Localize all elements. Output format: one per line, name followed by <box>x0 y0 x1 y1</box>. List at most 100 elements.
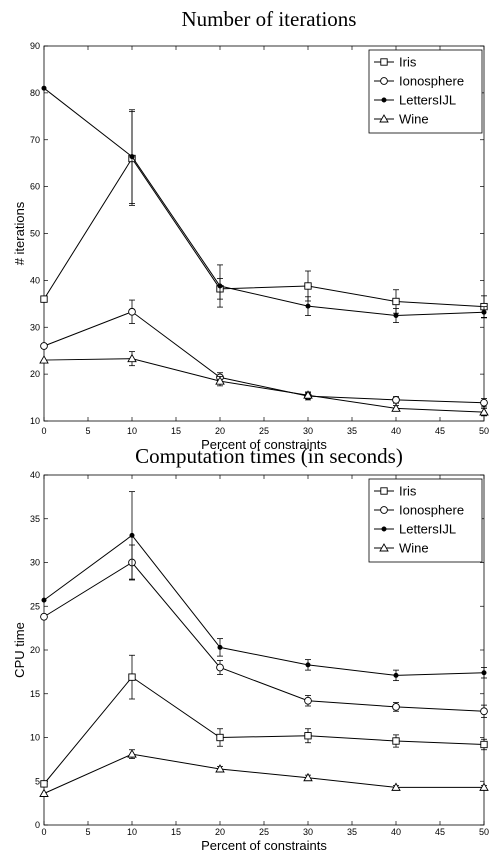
series-ionosphere <box>40 544 488 718</box>
series-lettersijl <box>41 491 487 682</box>
x-tick-label: 10 <box>127 426 137 436</box>
data-point <box>393 672 399 678</box>
data-point <box>215 376 225 385</box>
x-tick-label: 50 <box>479 827 489 837</box>
y-tick-label: 20 <box>30 369 40 379</box>
x-tick-label: 30 <box>303 426 313 436</box>
data-point <box>216 663 224 672</box>
x-tick-label: 25 <box>259 426 269 436</box>
data-point <box>128 673 136 681</box>
series-line <box>43 676 485 785</box>
y-tick-label: 60 <box>30 182 40 192</box>
data-point <box>129 154 135 160</box>
data-point <box>393 313 399 319</box>
y-tick-label: 0 <box>35 820 40 830</box>
data-point <box>40 780 48 788</box>
data-point <box>305 662 311 668</box>
legend-label: Iris <box>399 55 417 70</box>
x-tick-label: 45 <box>435 827 445 837</box>
data-point <box>215 764 225 773</box>
x-tick-label: 15 <box>171 827 181 837</box>
data-point <box>127 749 137 758</box>
legend-box <box>368 478 483 563</box>
data-point <box>129 532 135 538</box>
data-point <box>39 355 49 364</box>
y-tick-label: 5 <box>35 776 40 786</box>
x-tick-label: 0 <box>41 827 46 837</box>
series-line <box>43 753 484 794</box>
x-tick-label: 45 <box>435 426 445 436</box>
data-point <box>217 283 223 289</box>
y-tick-label: 20 <box>30 645 40 655</box>
y-axis-label: # iterations <box>12 201 27 265</box>
series-line <box>43 358 485 413</box>
data-point <box>392 703 400 711</box>
data-point <box>480 707 488 716</box>
x-tick-label: 50 <box>479 426 489 436</box>
legend-label: Wine <box>399 541 429 556</box>
data-point <box>392 297 400 306</box>
y-tick-label: 35 <box>30 514 40 524</box>
series-wine <box>39 351 489 417</box>
legend-marker <box>381 526 387 532</box>
data-point <box>391 782 401 791</box>
data-point <box>216 733 224 742</box>
series-line <box>43 561 485 712</box>
x-tick-label: 35 <box>347 426 357 436</box>
data-point <box>303 772 313 782</box>
series-iris <box>40 111 488 318</box>
chart-2: Computation times (in seconds) 0 5 10 15 20 25… <box>12 444 489 852</box>
x-tick-label: 25 <box>259 827 269 837</box>
x-tick-label: 20 <box>215 827 225 837</box>
legend-label: Ionosphere <box>399 74 464 89</box>
legend-label: LettersIJL <box>399 522 456 537</box>
data-point <box>479 407 489 416</box>
x-tick-label: 0 <box>41 426 46 436</box>
legend-marker <box>379 543 389 552</box>
y-tick-label: 30 <box>30 322 40 332</box>
data-point <box>480 398 488 407</box>
x-tick-label: 5 <box>85 827 90 837</box>
x-tick-label: 35 <box>347 827 357 837</box>
legend-label: Ionosphere <box>399 503 464 518</box>
x-tick-label: 10 <box>127 827 137 837</box>
legend-marker <box>380 77 388 85</box>
series-line <box>43 311 485 404</box>
data-point <box>303 390 313 399</box>
series-line <box>43 534 485 676</box>
legend-label: Wine <box>399 112 429 127</box>
legend-label: LettersIJL <box>399 93 456 108</box>
series-line <box>43 157 485 308</box>
x-tick-label: 15 <box>171 426 181 436</box>
data-point <box>128 307 136 316</box>
data-point <box>40 342 48 350</box>
chart-title: Computation times (in seconds) <box>135 444 403 468</box>
legend-marker <box>380 487 388 495</box>
data-point <box>40 612 48 621</box>
x-tick-label: 30 <box>303 827 313 837</box>
series-lettersijl <box>41 85 487 323</box>
x-tick-label: 5 <box>85 426 90 436</box>
x-tick-label: 40 <box>391 827 401 837</box>
chart-1: Number of iterations 0 5 10 15 20 25 30 35 40 45 50… <box>12 7 489 452</box>
x-tick-label: 40 <box>391 426 401 436</box>
legend-label: Iris <box>399 484 417 499</box>
y-tick-label: 15 <box>30 689 40 699</box>
legend-marker <box>380 506 388 514</box>
data-point <box>304 696 312 705</box>
data-point <box>41 597 47 603</box>
legend: Iris Ionosphere LettersIJL Wine <box>368 478 483 563</box>
x-tick-label: 20 <box>215 426 225 436</box>
series-line <box>43 87 485 317</box>
y-tick-label: 30 <box>30 558 40 568</box>
data-point <box>305 303 311 309</box>
data-point <box>481 670 487 676</box>
data-point <box>39 788 49 797</box>
y-tick-label: 10 <box>30 733 40 743</box>
y-tick-label: 40 <box>30 275 40 285</box>
data-point <box>392 396 400 404</box>
data-point <box>479 782 489 791</box>
data-point <box>304 732 312 740</box>
data-point <box>41 85 47 91</box>
